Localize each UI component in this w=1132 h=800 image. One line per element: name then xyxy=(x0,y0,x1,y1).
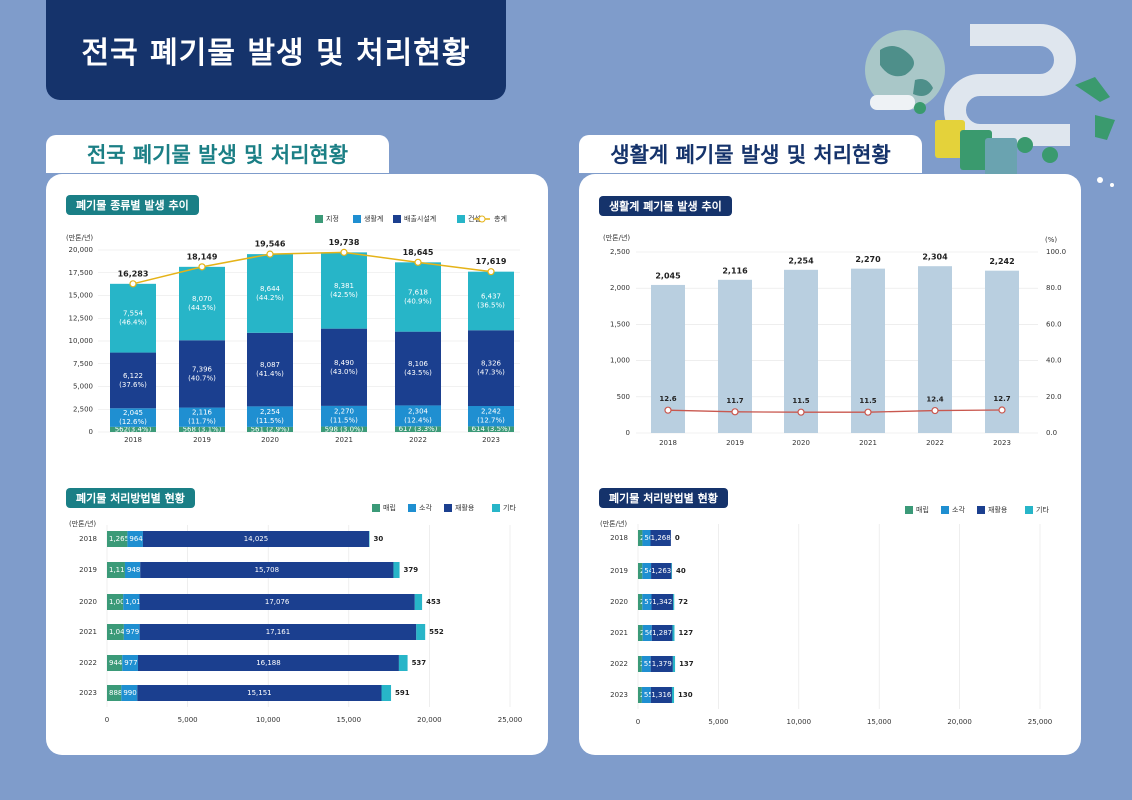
left-panel-tab-label: 전국 폐기물 발생 및 처리현황 xyxy=(86,143,349,167)
main-title-box: 전국 폐기물 발생 및 처리현황 xyxy=(46,0,506,100)
nat-gen-title: 폐기물 종류별 발생 추이 xyxy=(66,195,199,215)
house-treat-title: 폐기물 처리방법별 현황 xyxy=(599,488,728,508)
house-gen-title: 생활계 폐기물 발생 추이 xyxy=(599,196,732,216)
environment-illustration xyxy=(865,24,1115,187)
right-panel-tab: 생활계 폐기물 발생 및 처리현황 xyxy=(579,135,922,173)
nat-treat-title: 폐기물 처리방법별 현황 xyxy=(66,488,195,508)
right-panel-tab-label: 생활계 폐기물 발생 및 처리현황 xyxy=(610,143,891,167)
right-panel xyxy=(579,174,1081,755)
left-panel-tab: 전국 폐기물 발생 및 처리현황 xyxy=(46,135,389,173)
main-title: 전국 폐기물 발생 및 처리현황 xyxy=(81,36,471,71)
left-panel xyxy=(46,174,548,755)
